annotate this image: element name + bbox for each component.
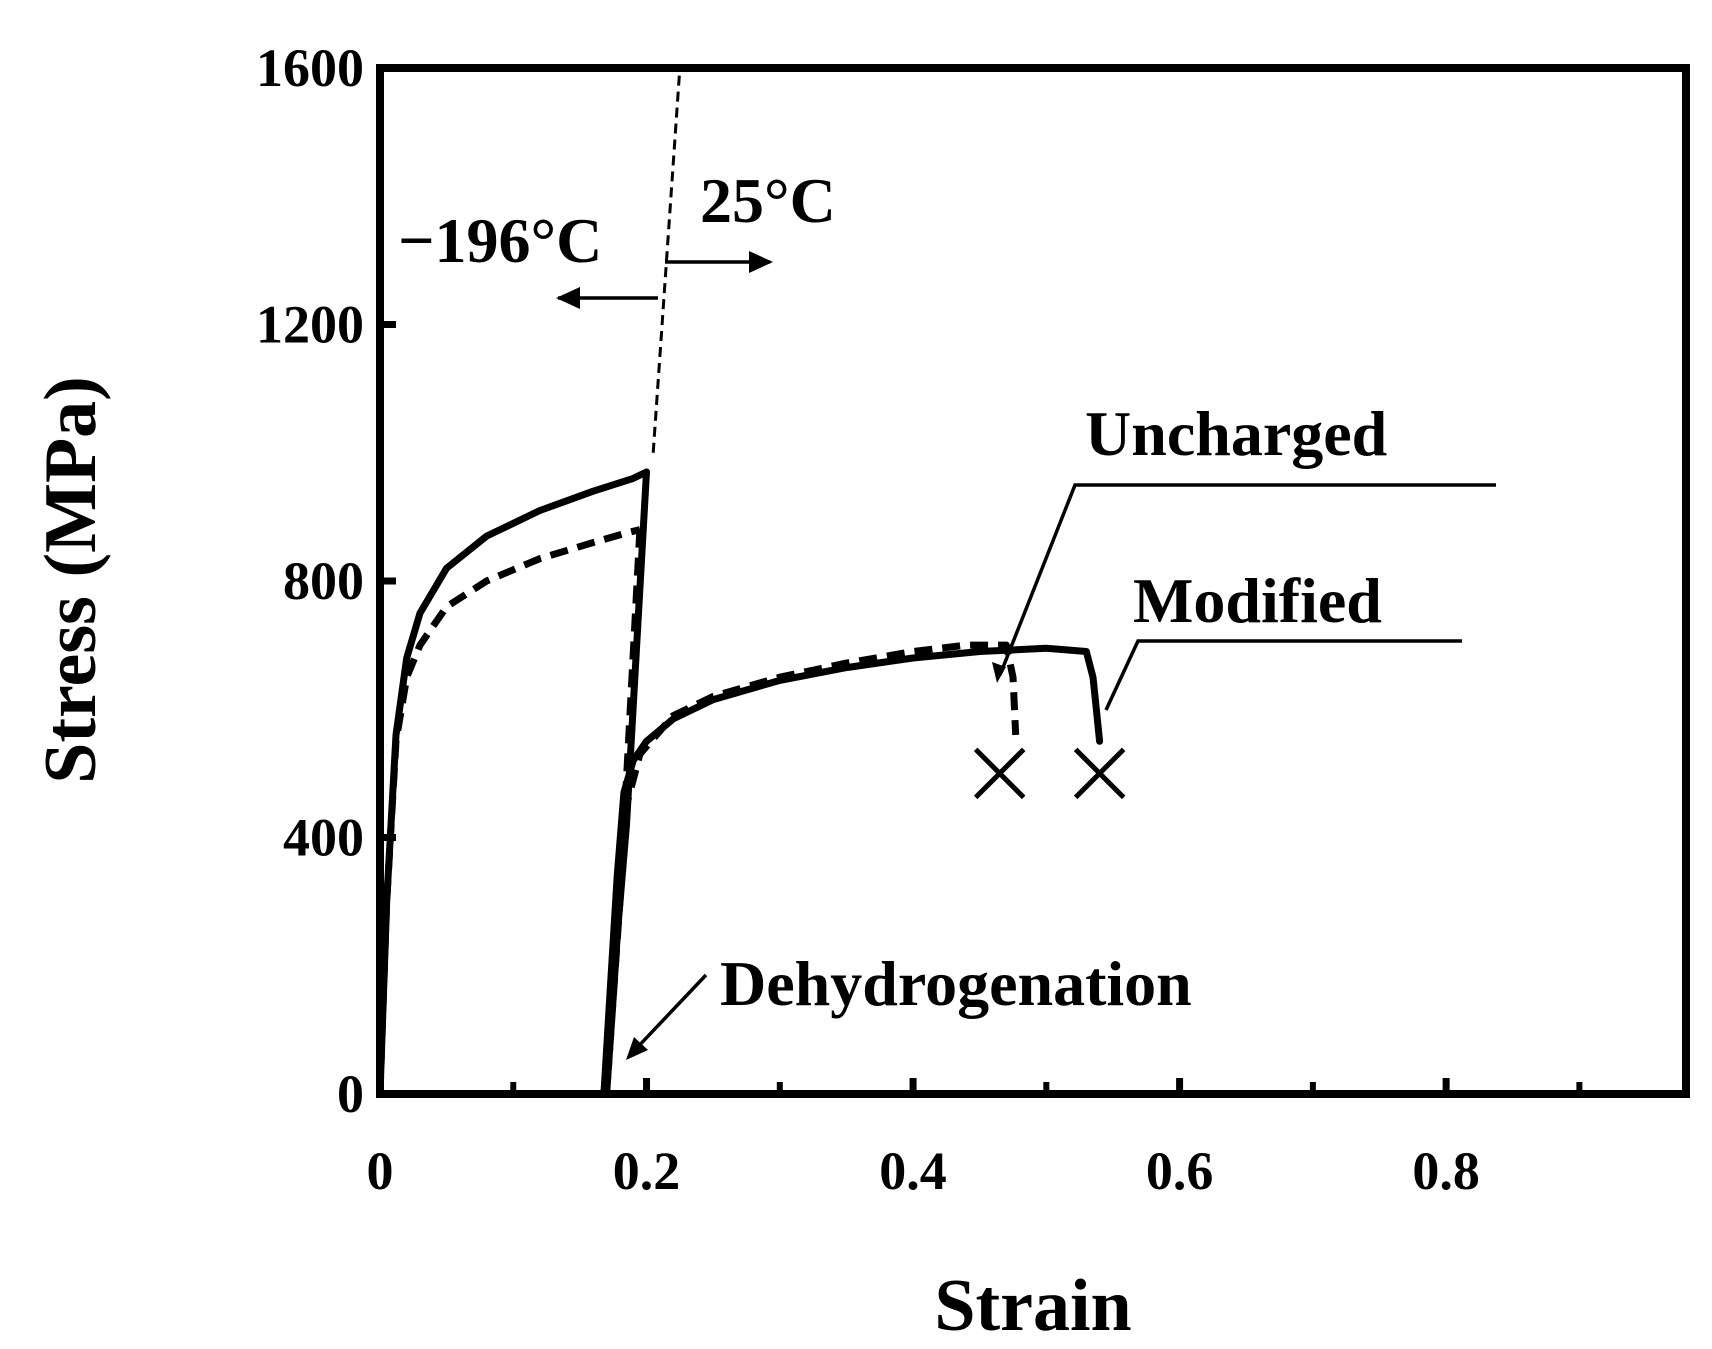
leader-uncharged [992, 483, 1496, 683]
annotation-low-temp: −196°C [398, 205, 602, 276]
axis-ticks [376, 64, 1583, 1098]
label-uncharged: Uncharged [1085, 398, 1387, 469]
leader-dehydrogenation [626, 973, 708, 1060]
x-tick-label: 0.8 [1412, 1141, 1480, 1201]
y-tick-label: 400 [283, 808, 364, 868]
annotation-room-temp: 25°C [700, 165, 836, 236]
label-dehydrogenation: Dehydrogenation [720, 948, 1192, 1019]
y-tick-label: 1600 [256, 38, 364, 98]
leader-modified [1104, 639, 1462, 711]
modified-fracture-marker [1073, 747, 1126, 800]
uncharged-curve-segment-3 [603, 641, 1020, 1095]
arrow-right [665, 251, 773, 273]
y-tick-label: 800 [283, 551, 364, 611]
modified-curve-segment-1 [376, 468, 650, 1098]
uncharged-curve-segment-1 [376, 526, 641, 1095]
axis-tick-labels: 0 400 800 1200 1600 0 0.2 0.4 0.6 0.8 [256, 38, 1480, 1201]
x-tick-label: 0.2 [613, 1141, 681, 1201]
x-axis-title: Strain [934, 1265, 1131, 1347]
uncharged-fracture-marker [973, 747, 1026, 800]
x-tick-label: 0.4 [879, 1141, 947, 1201]
x-tick-label: 0 [367, 1141, 394, 1201]
y-tick-label: 1200 [256, 295, 364, 355]
modified-curve-segment-3 [600, 644, 1104, 1098]
y-axis-title: Stress (MPa) [30, 376, 112, 784]
label-modified: Modified [1133, 565, 1382, 636]
x-tick-label: 0.6 [1146, 1141, 1214, 1201]
y-tick-label: 0 [337, 1064, 364, 1124]
curves [376, 67, 1104, 1098]
fracture-markers [973, 747, 1126, 800]
arrow-left [556, 287, 658, 309]
